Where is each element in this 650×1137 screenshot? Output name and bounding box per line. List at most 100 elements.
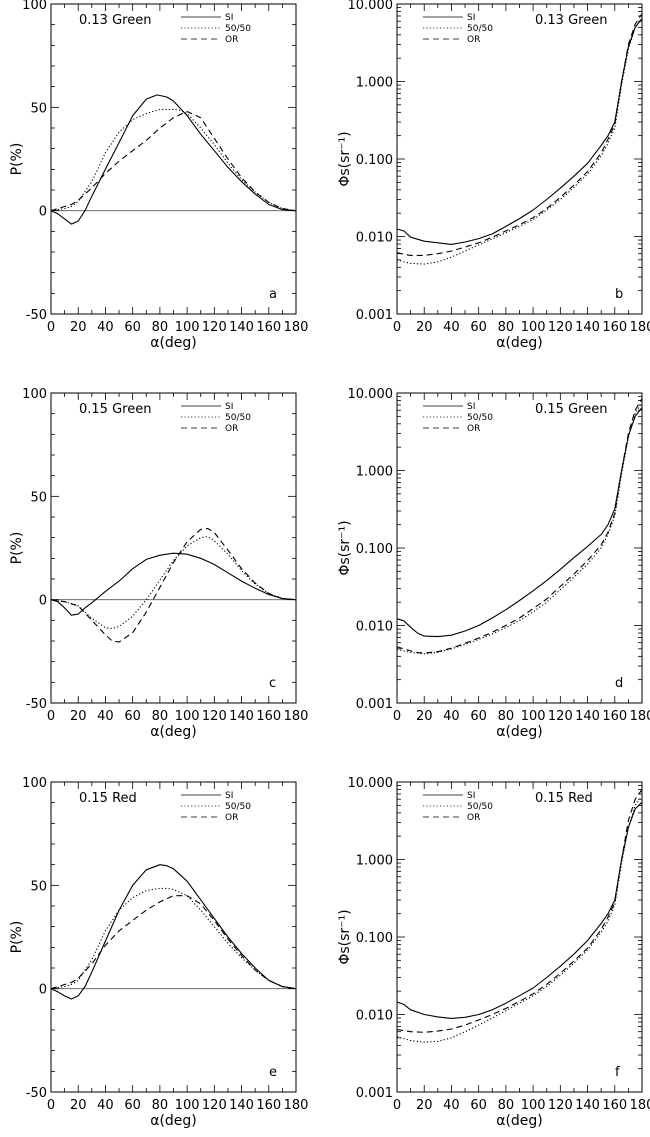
- series-line-dashed: [396, 398, 643, 654]
- panel-title: 0.15 Green: [79, 402, 151, 417]
- x-tick-label: 160: [256, 1098, 281, 1113]
- legend-label: 50/50: [467, 24, 493, 34]
- x-tick-label: 120: [548, 1098, 573, 1113]
- plot-frame: [396, 3, 643, 315]
- y-tick-label: 0.001: [356, 697, 393, 712]
- x-tick-label: 100: [521, 320, 546, 335]
- y-axis-title: P(%): [9, 143, 25, 176]
- series-line-dotted: [396, 796, 643, 1043]
- panel-title: 0.15 Red: [79, 791, 137, 806]
- y-tick-label: 1.000: [356, 854, 393, 869]
- plot-frame: [50, 781, 297, 1093]
- panel-title: 0.15 Red: [535, 791, 593, 806]
- legend-label: OR: [225, 813, 238, 823]
- y-tick-label: 0.010: [356, 1009, 393, 1024]
- x-tick-label: 100: [521, 1098, 546, 1113]
- legend-label: SI: [467, 402, 475, 412]
- x-tick-label: 40: [443, 320, 460, 335]
- series-line-dotted: [396, 18, 643, 265]
- y-tick-label: 0.100: [356, 153, 393, 168]
- series-line-dashed: [50, 895, 297, 990]
- x-tick-label: 20: [416, 1098, 433, 1113]
- y-tick-label: 0.010: [356, 231, 393, 246]
- y-axis-title: Φs(sr⁻¹): [337, 131, 353, 186]
- series-line-dashed: [50, 527, 297, 643]
- y-tick-label: 0.100: [356, 931, 393, 946]
- x-tick-label: 180: [284, 709, 309, 724]
- x-tick-label: 140: [575, 709, 600, 724]
- series-line-solid: [396, 407, 643, 638]
- legend-label: SI: [225, 13, 233, 23]
- x-tick-label: 120: [548, 709, 573, 724]
- legend-label: OR: [225, 35, 238, 45]
- x-tick-label: 180: [630, 709, 650, 724]
- x-tick-label: 100: [521, 709, 546, 724]
- x-tick-label: 40: [97, 1098, 114, 1113]
- legend-label: OR: [467, 813, 480, 823]
- series-line-dashed: [50, 110, 297, 212]
- y-tick-label: 1.000: [356, 76, 393, 91]
- x-tick-label: 20: [416, 320, 433, 335]
- y-tick-label: 50: [30, 879, 47, 894]
- y-tick-label: 10.000: [348, 387, 394, 402]
- series-line-solid: [50, 94, 297, 225]
- y-tick-label: 0.100: [356, 542, 393, 557]
- x-tick-label: 180: [630, 320, 650, 335]
- y-tick-label: -50: [26, 1086, 47, 1101]
- x-tick-label: 0: [393, 709, 401, 724]
- x-tick-label: 20: [70, 709, 87, 724]
- x-tick-label: 20: [70, 320, 87, 335]
- legend-label: OR: [467, 424, 480, 434]
- y-tick-label: 100: [22, 0, 47, 13]
- plot-frame: [396, 781, 643, 1093]
- x-tick-label: 80: [152, 1098, 169, 1113]
- x-tick-label: 20: [70, 1098, 87, 1113]
- x-tick-label: 160: [602, 1098, 627, 1113]
- x-tick-label: 160: [256, 709, 281, 724]
- y-tick-label: 10.000: [348, 776, 394, 791]
- x-tick-label: 140: [229, 320, 254, 335]
- x-tick-label: 80: [498, 320, 515, 335]
- y-tick-label: 50: [30, 101, 47, 116]
- x-tick-label: 180: [284, 320, 309, 335]
- x-tick-label: 80: [152, 320, 169, 335]
- x-tick-label: 40: [97, 709, 114, 724]
- y-axis-title: P(%): [9, 532, 25, 565]
- x-tick-label: 60: [124, 320, 141, 335]
- x-tick-label: 160: [602, 320, 627, 335]
- legend-label: OR: [467, 35, 480, 45]
- x-tick-label: 60: [470, 1098, 487, 1113]
- x-tick-label: 40: [97, 320, 114, 335]
- series-line-dotted: [50, 536, 297, 630]
- legend-label: SI: [225, 791, 233, 801]
- x-tick-label: 120: [202, 1098, 227, 1113]
- legend-label: SI: [467, 13, 475, 23]
- y-axis-title: Φs(sr⁻¹): [337, 909, 353, 964]
- y-axis-title: P(%): [9, 921, 25, 954]
- x-tick-label: 140: [229, 1098, 254, 1113]
- x-tick-label: 120: [202, 320, 227, 335]
- x-tick-label: 0: [393, 320, 401, 335]
- x-axis-title: α(deg): [150, 1113, 197, 1129]
- legend-label: 50/50: [225, 24, 251, 34]
- plot-frame: [50, 3, 297, 315]
- y-tick-label: -50: [26, 308, 47, 323]
- x-axis-title: α(deg): [496, 724, 543, 740]
- panel-letter: d: [615, 676, 623, 691]
- x-tick-label: 0: [393, 1098, 401, 1113]
- x-axis-title: α(deg): [496, 335, 543, 351]
- x-tick-label: 100: [175, 709, 200, 724]
- panel-a: 0 20 40 60 80 100 120 140 160 180-50050100α(deg)P…: [9, 0, 308, 351]
- x-tick-label: 80: [498, 1098, 515, 1113]
- y-tick-label: 0: [39, 205, 47, 220]
- panel-e: 0 20 40 60 80 100 120 140 160 180-50050100α(deg)P…: [9, 776, 308, 1129]
- legend-label: OR: [225, 424, 238, 434]
- series-line-dashed: [396, 13, 643, 256]
- plot-frame: [396, 392, 643, 704]
- panel-letter: b: [615, 287, 623, 302]
- x-tick-label: 120: [548, 320, 573, 335]
- x-tick-label: 140: [575, 320, 600, 335]
- y-tick-label: 0: [39, 594, 47, 609]
